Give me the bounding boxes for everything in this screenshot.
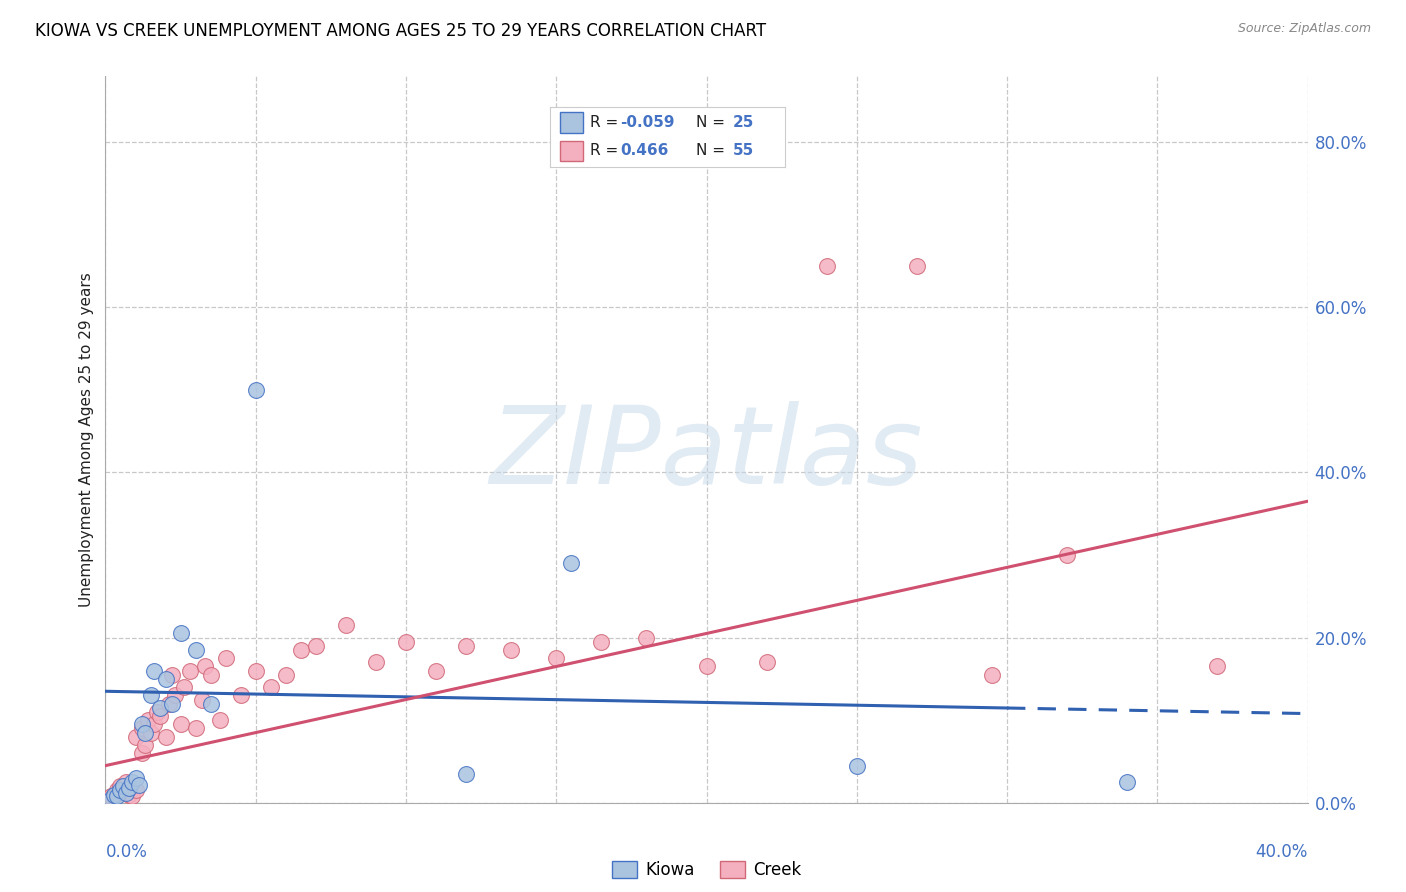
Point: [148, 700, 170, 714]
Point: [115, 775, 138, 789]
Point: [131, 746, 153, 760]
Point: [184, 722, 207, 736]
Point: [110, 786, 132, 800]
Point: [155, 672, 177, 686]
Point: [1116, 775, 1139, 789]
Point: [124, 783, 146, 797]
Point: [845, 758, 868, 772]
Point: [97, 791, 120, 805]
Point: [245, 383, 267, 397]
Point: [214, 651, 236, 665]
FancyBboxPatch shape: [560, 141, 583, 161]
FancyBboxPatch shape: [560, 112, 583, 133]
Point: [110, 783, 132, 797]
Point: [501, 643, 523, 657]
Point: [200, 697, 222, 711]
Point: [107, 789, 129, 804]
Point: [155, 730, 177, 744]
Point: [124, 771, 146, 785]
Point: [169, 717, 191, 731]
Text: 55: 55: [733, 143, 755, 158]
Point: [335, 618, 357, 632]
Point: [560, 556, 582, 570]
Point: [118, 780, 141, 795]
Point: [454, 767, 477, 781]
Point: [173, 680, 195, 694]
Text: 25: 25: [733, 115, 755, 130]
Point: [636, 631, 658, 645]
Point: [395, 634, 418, 648]
Point: [229, 689, 252, 703]
Point: [145, 705, 167, 719]
Point: [179, 664, 201, 678]
Point: [142, 664, 165, 678]
Point: [755, 656, 778, 670]
Text: 40.0%: 40.0%: [1256, 843, 1308, 861]
Point: [190, 692, 212, 706]
Point: [160, 697, 183, 711]
Point: [131, 722, 153, 736]
Text: ZIPatlas: ZIPatlas: [489, 401, 924, 507]
Point: [160, 667, 183, 681]
Point: [981, 667, 1004, 681]
Point: [546, 651, 568, 665]
Point: [121, 789, 143, 804]
Point: [100, 791, 122, 805]
Point: [305, 639, 328, 653]
Point: [591, 634, 613, 648]
Point: [124, 730, 146, 744]
Point: [454, 639, 477, 653]
Point: [112, 780, 135, 795]
Point: [131, 717, 153, 731]
Point: [136, 713, 159, 727]
Point: [148, 709, 170, 723]
Point: [103, 788, 125, 802]
Point: [1206, 659, 1229, 673]
Point: [139, 689, 162, 703]
Legend: Kiowa, Creek: Kiowa, Creek: [605, 854, 808, 886]
Point: [134, 725, 156, 739]
Point: [103, 788, 125, 802]
Point: [194, 659, 217, 673]
Text: R =: R =: [591, 143, 623, 158]
Text: 0.0%: 0.0%: [105, 843, 148, 861]
Point: [128, 778, 150, 792]
Point: [110, 779, 132, 793]
Point: [121, 775, 143, 789]
Text: 0.466: 0.466: [620, 143, 669, 158]
Point: [245, 664, 267, 678]
Text: KIOWA VS CREEK UNEMPLOYMENT AMONG AGES 25 TO 29 YEARS CORRELATION CHART: KIOWA VS CREEK UNEMPLOYMENT AMONG AGES 2…: [35, 22, 766, 40]
Point: [112, 779, 135, 793]
Point: [905, 259, 928, 273]
Point: [274, 667, 297, 681]
Point: [208, 713, 231, 727]
Point: [115, 786, 138, 800]
Point: [142, 717, 165, 731]
Point: [184, 643, 207, 657]
Point: [163, 689, 186, 703]
Point: [100, 789, 122, 804]
Text: Source: ZipAtlas.com: Source: ZipAtlas.com: [1237, 22, 1371, 36]
Text: N =: N =: [696, 143, 730, 158]
Y-axis label: Unemployment Among Ages 25 to 29 years: Unemployment Among Ages 25 to 29 years: [79, 272, 94, 607]
Point: [260, 680, 283, 694]
Point: [118, 788, 141, 802]
Text: R =: R =: [591, 115, 623, 130]
Point: [157, 697, 180, 711]
Point: [696, 659, 718, 673]
Point: [1056, 548, 1078, 562]
Point: [139, 725, 162, 739]
Point: [107, 783, 129, 797]
Point: [364, 656, 387, 670]
Text: N =: N =: [696, 115, 730, 130]
Point: [134, 738, 156, 752]
Text: -0.059: -0.059: [620, 115, 675, 130]
Point: [815, 259, 838, 273]
Point: [169, 626, 191, 640]
Point: [290, 643, 312, 657]
Point: [200, 667, 222, 681]
Point: [425, 664, 447, 678]
